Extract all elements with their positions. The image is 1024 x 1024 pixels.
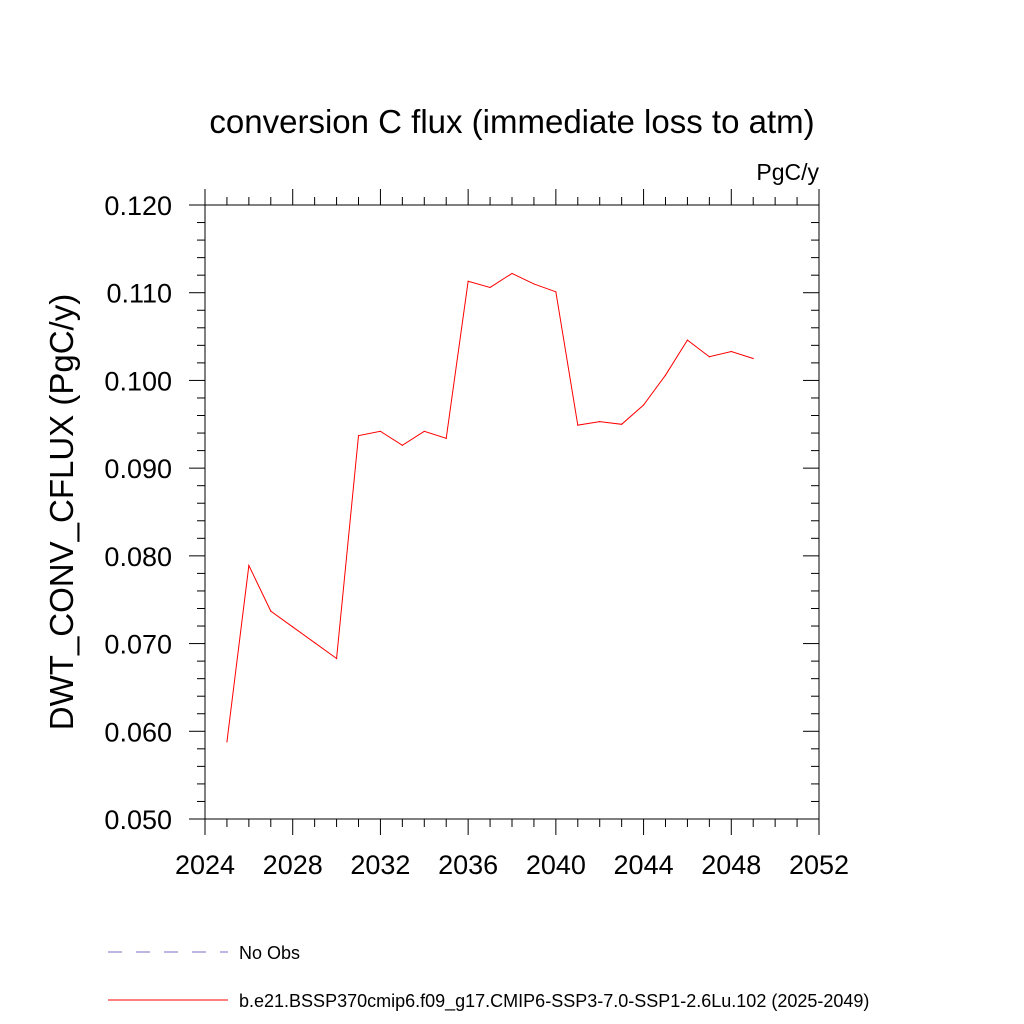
y-tick-label: 0.080 — [104, 542, 172, 572]
data-point — [489, 286, 491, 289]
x-tick-label: 2036 — [438, 850, 498, 880]
tick-labels: 2024 2028 2032 2036 2040 2044 2048 2052 0.050 0.0… — [104, 191, 849, 880]
legend-label: b.e21.BSSP370cmip6.f09_g17.CMIP6-SSP3-7.… — [239, 991, 869, 1012]
y-tick-label: 0.110 — [106, 279, 172, 309]
data-point — [401, 444, 403, 446]
y-axis-label: DWT_CONV_CFLUX (PgC/y) — [43, 294, 80, 730]
chart-title: conversion C flux (immediate loss to atm… — [209, 103, 814, 140]
units-label: PgC/y — [756, 159, 819, 185]
data-point — [357, 435, 360, 437]
data-point — [335, 657, 338, 660]
data-point — [379, 430, 382, 432]
x-tick-label: 2044 — [614, 850, 674, 880]
y-tick-label: 0.100 — [104, 366, 172, 396]
data-point — [555, 291, 557, 293]
axis-ticks — [189, 189, 820, 835]
data-point — [314, 642, 316, 644]
series-lines — [226, 272, 754, 743]
x-tick-label: 2048 — [701, 850, 761, 880]
data-point — [533, 283, 535, 285]
data-point — [642, 404, 645, 406]
x-tick-label: 2052 — [789, 850, 849, 880]
x-tick-label: 2032 — [350, 850, 410, 880]
data-point — [292, 626, 294, 628]
y-tick-label: 0.120 — [104, 191, 172, 221]
x-tick-label: 2040 — [526, 850, 586, 880]
data-point — [752, 357, 754, 360]
data-point — [511, 272, 513, 275]
y-tick-label: 0.050 — [104, 805, 172, 835]
data-point — [423, 430, 425, 432]
plot-frame — [204, 204, 820, 820]
y-tick-label: 0.060 — [104, 717, 172, 747]
data-point — [248, 564, 250, 567]
data-point — [664, 374, 667, 376]
legend: No Obs b.e21.BSSP370cmip6.f09_g17.CMIP6-S… — [108, 943, 869, 1012]
series-line — [226, 272, 754, 742]
data-point — [577, 424, 579, 426]
x-tick-label: 2024 — [175, 850, 235, 880]
data-point — [730, 350, 732, 353]
data-point — [599, 421, 601, 423]
y-tick-label: 0.090 — [104, 454, 172, 484]
data-point — [708, 356, 710, 358]
data-point — [270, 610, 272, 612]
x-tick-label: 2028 — [263, 850, 323, 880]
data-point — [467, 280, 469, 282]
y-tick-label: 0.070 — [104, 630, 172, 660]
data-point — [686, 339, 689, 341]
data-point — [621, 423, 623, 425]
data-point — [445, 437, 447, 439]
data-point — [226, 741, 228, 743]
legend-label: No Obs — [239, 943, 300, 963]
